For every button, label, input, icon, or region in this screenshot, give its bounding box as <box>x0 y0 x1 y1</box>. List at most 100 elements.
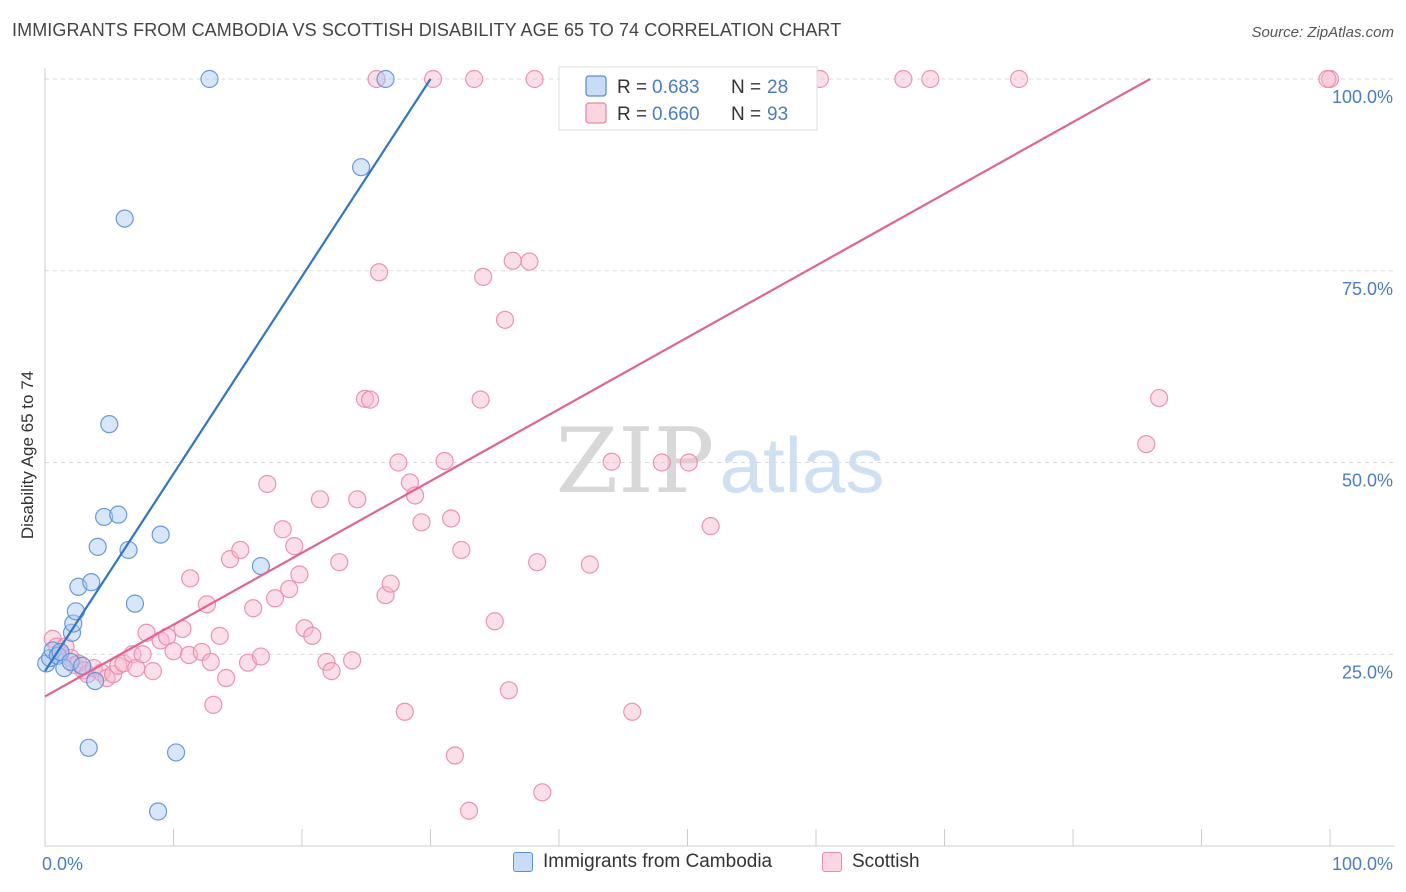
scottish-point <box>258 474 277 494</box>
scottish-point <box>330 553 349 572</box>
scottish-point <box>533 783 552 802</box>
scottish-point <box>143 662 163 681</box>
scottish-point <box>452 540 471 560</box>
watermark-zip: ZIP <box>556 409 715 514</box>
gridlines <box>45 78 1395 655</box>
scottish-point <box>1149 388 1169 408</box>
scottish-point <box>361 390 380 409</box>
scottish-point <box>679 453 698 472</box>
cambodia-point <box>376 69 395 89</box>
scottish-points <box>43 69 1340 820</box>
scottish-point <box>474 267 493 286</box>
scottish-point <box>1009 69 1029 89</box>
scottish-point <box>303 626 322 645</box>
stats-r-value-scottish: 0.660 <box>652 104 700 125</box>
cambodia-point <box>125 594 145 613</box>
scottish-point <box>465 69 484 89</box>
scottish-point <box>503 251 522 270</box>
cambodia-point <box>166 743 186 762</box>
stats-swatch-cambodia <box>585 75 607 97</box>
y-tick-label: 25.0% <box>1342 662 1393 682</box>
scottish-point <box>495 310 515 329</box>
cambodia-point <box>148 802 168 821</box>
legend-label-cambodia: Immigrants from Cambodia <box>543 851 773 872</box>
scottish-point <box>310 490 330 509</box>
stats-n-value-cambodia: 28 <box>767 77 788 98</box>
scottish-point <box>412 513 431 532</box>
scottish-point <box>381 574 400 593</box>
cambodia-point <box>115 209 134 228</box>
scottish-point <box>459 801 479 820</box>
scottish-trend-line <box>44 78 1151 698</box>
cambodia-point <box>66 602 85 621</box>
scottish-point <box>894 69 913 89</box>
stats-r-label-cambodia: R = <box>617 77 647 98</box>
scottish-point <box>295 619 314 638</box>
watermark-atlas: atlas <box>720 421 885 509</box>
scottish-point <box>231 540 250 560</box>
legend-item-cambodia[interactable]: Immigrants from Cambodia <box>513 851 772 873</box>
scottish-point <box>204 695 223 714</box>
legend-item-scottish[interactable]: Scottish <box>822 851 920 873</box>
scottish-point <box>701 517 720 536</box>
cambodia-point <box>61 652 80 672</box>
cambodia-point <box>109 505 128 524</box>
scottish-point <box>133 645 152 664</box>
scottish-point <box>317 652 336 672</box>
scottish-point <box>528 553 547 572</box>
scottish-point <box>273 520 292 539</box>
scottish-point <box>1318 69 1337 89</box>
cambodia-point <box>73 656 92 675</box>
scottish-point <box>192 642 211 662</box>
legend-swatch-cambodia <box>513 852 533 872</box>
scottish-point <box>210 626 229 645</box>
scottish-point <box>602 452 621 471</box>
stats-n-label-cambodia: N = <box>731 77 761 98</box>
scottish-point <box>499 681 518 700</box>
cambodia-trend-line <box>44 78 432 672</box>
scottish-point <box>181 569 200 588</box>
scottish-point <box>471 390 490 409</box>
cambodia-point <box>352 158 371 177</box>
stats-n-label-scottish: N = <box>731 104 761 125</box>
chart-title: IMMIGRANTS FROM CAMBODIA VS SCOTTISH DIS… <box>12 20 842 40</box>
y-axis-label: Disability Age 65 to 74 <box>18 370 37 540</box>
scottish-point <box>370 263 389 282</box>
axes <box>44 68 1395 847</box>
legend-swatch-scottish <box>822 852 842 872</box>
scottish-point <box>652 453 671 472</box>
scottish-point <box>1137 434 1156 454</box>
scottish-point <box>921 69 940 89</box>
scottish-point <box>285 537 304 556</box>
cambodia-point <box>200 69 219 89</box>
cambodia-point <box>100 415 119 434</box>
stats-r-value-cambodia: 0.683 <box>652 77 700 98</box>
source-label: Source: ZipAtlas.com <box>1251 24 1394 41</box>
scottish-point <box>280 579 299 599</box>
trend-lines <box>44 78 1151 698</box>
cambodia-point <box>86 671 105 691</box>
watermark: ZIP atlas <box>556 409 885 514</box>
scottish-point <box>441 509 461 528</box>
y-tick-label: 100.0% <box>1332 87 1393 107</box>
stats-legend: R = 0.683 N = 28 R = 0.660 N = 93 <box>558 66 818 131</box>
stats-n-value-scottish: 93 <box>767 104 788 125</box>
scottish-point <box>520 252 539 271</box>
cambodia-point <box>251 556 270 576</box>
scottish-point <box>389 453 408 472</box>
scottish-point <box>376 586 395 605</box>
scottish-point <box>251 647 270 666</box>
scottish-point <box>485 612 504 631</box>
scottish-point <box>623 702 642 721</box>
scottish-point <box>290 565 309 584</box>
legend-label-scottish: Scottish <box>852 851 920 872</box>
scottish-point <box>445 746 465 765</box>
scottish-point <box>348 490 367 509</box>
scottish-point <box>201 652 220 672</box>
y-tick-label: 50.0% <box>1342 471 1393 491</box>
cambodia-point <box>88 537 107 556</box>
scottish-point <box>220 550 240 569</box>
x-tick-label-min: 0.0% <box>42 854 83 874</box>
scottish-point <box>395 702 414 721</box>
